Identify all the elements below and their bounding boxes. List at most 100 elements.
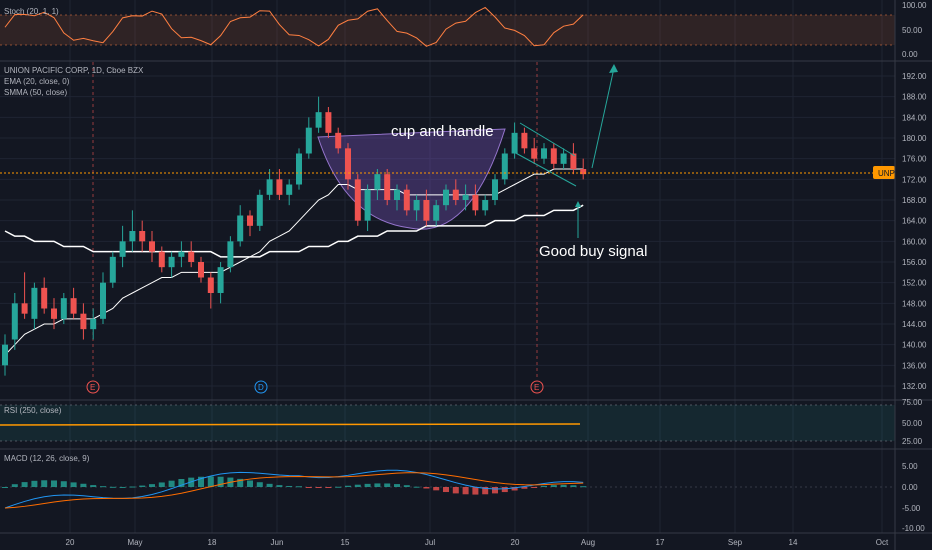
price-tick: 188.00 xyxy=(902,93,927,102)
macd-bar xyxy=(11,484,18,487)
rsi-pane: RSI (250, close) 75.00 50.00 25.00 xyxy=(0,398,923,446)
macd-bar xyxy=(443,487,449,493)
candle xyxy=(560,148,567,169)
candle-body xyxy=(472,194,479,211)
time-axis[interactable]: 20 May 18 Jun 15 Jul 20 Aug 17 Sep 14 Oct xyxy=(66,538,889,547)
candle-body xyxy=(482,200,489,211)
candle xyxy=(188,241,195,268)
candle xyxy=(227,236,234,273)
candles xyxy=(2,96,587,376)
macd-bar xyxy=(423,487,430,489)
candle xyxy=(364,184,371,231)
candle-body xyxy=(423,200,430,221)
macd-bar xyxy=(217,476,224,487)
earnings-marker-1[interactable]: E xyxy=(86,380,100,394)
candle xyxy=(168,251,175,278)
rsi-line xyxy=(0,423,581,426)
candle-body xyxy=(51,308,57,319)
macd-bar xyxy=(168,480,175,487)
price-tick: 152.00 xyxy=(902,279,927,288)
candle-body xyxy=(198,262,204,278)
candle xyxy=(580,158,587,180)
macd-pane: MACD (12, 26, close, 9) 5.00 0.00 -5.00 … xyxy=(0,454,925,533)
candle-body xyxy=(237,215,244,242)
dividend-marker[interactable]: D xyxy=(254,380,268,394)
candle xyxy=(403,184,410,216)
candle-body xyxy=(286,184,293,195)
macd-bar xyxy=(149,484,155,487)
macd-bar xyxy=(70,482,77,487)
macd-bar xyxy=(580,486,587,488)
macd-bar xyxy=(521,487,528,489)
candle-body xyxy=(149,241,155,252)
candle-body xyxy=(60,298,67,319)
candle xyxy=(217,262,224,304)
candle-body xyxy=(501,153,508,180)
candle-body xyxy=(41,287,48,309)
candle xyxy=(296,148,302,190)
macd-bar xyxy=(51,480,57,487)
candle xyxy=(158,246,165,273)
stoch-tick-100: 100.00 xyxy=(902,1,927,10)
macd-bar xyxy=(60,481,67,487)
price-tick: 136.00 xyxy=(902,361,927,370)
candle xyxy=(570,143,577,175)
macd-bar xyxy=(433,487,440,491)
candle-body xyxy=(119,241,126,257)
macd-bar xyxy=(41,480,48,487)
candle xyxy=(423,189,430,226)
candle-body xyxy=(364,189,371,221)
macd-bar xyxy=(531,487,538,488)
candle xyxy=(2,334,8,376)
candle xyxy=(100,272,106,324)
candle xyxy=(109,251,116,288)
candle xyxy=(501,148,508,185)
candle-body xyxy=(109,256,116,283)
candle xyxy=(198,256,204,283)
macd-bar xyxy=(31,480,38,487)
time-label: 20 xyxy=(511,538,520,547)
rsi-tick-25: 25.00 xyxy=(902,437,923,446)
candle xyxy=(394,184,400,211)
breakout-arrow-line xyxy=(591,67,615,169)
candle xyxy=(531,138,538,164)
price-axis[interactable]: 192.00 188.00 184.00 180.00 176.00 172.00 168.… xyxy=(902,72,927,391)
time-label: 18 xyxy=(208,538,217,547)
macd-bar xyxy=(158,482,165,487)
macd-bar xyxy=(139,485,146,487)
candle-body xyxy=(207,277,214,293)
candle xyxy=(139,220,146,252)
macd-label: MACD (12, 26, close, 9) xyxy=(4,454,90,463)
candle-body xyxy=(90,318,97,330)
macd-bar xyxy=(413,486,420,488)
signal-line xyxy=(4,472,584,509)
annotation-cup-and-handle: cup and handle xyxy=(391,123,494,140)
macd-bar xyxy=(256,482,263,487)
time-label: Sep xyxy=(728,538,743,547)
macd-bar xyxy=(266,483,273,487)
candle xyxy=(276,169,283,200)
price-tick: 184.00 xyxy=(902,113,927,122)
candle xyxy=(207,272,214,309)
candle-body xyxy=(70,298,77,314)
candle xyxy=(247,210,253,237)
time-label: Jul xyxy=(425,538,435,547)
time-label: Aug xyxy=(581,538,595,547)
candle xyxy=(266,169,273,200)
candle-body xyxy=(403,189,410,211)
candle xyxy=(80,303,87,340)
annotation-good-buy-signal: Good buy signal xyxy=(539,243,647,260)
dividend-marker-circle xyxy=(254,380,268,394)
macd-bar xyxy=(492,487,498,494)
macd-bar xyxy=(119,486,126,488)
price-pane: UNP cup and handle Good buy signal UNION… xyxy=(0,62,927,394)
breakout-arrow-head xyxy=(609,64,618,73)
candle xyxy=(354,174,361,226)
earnings-marker-2[interactable]: E xyxy=(530,380,544,394)
macd-bar xyxy=(560,484,567,487)
candle xyxy=(443,184,449,211)
price-gridlines xyxy=(0,75,895,387)
candle xyxy=(60,293,67,324)
